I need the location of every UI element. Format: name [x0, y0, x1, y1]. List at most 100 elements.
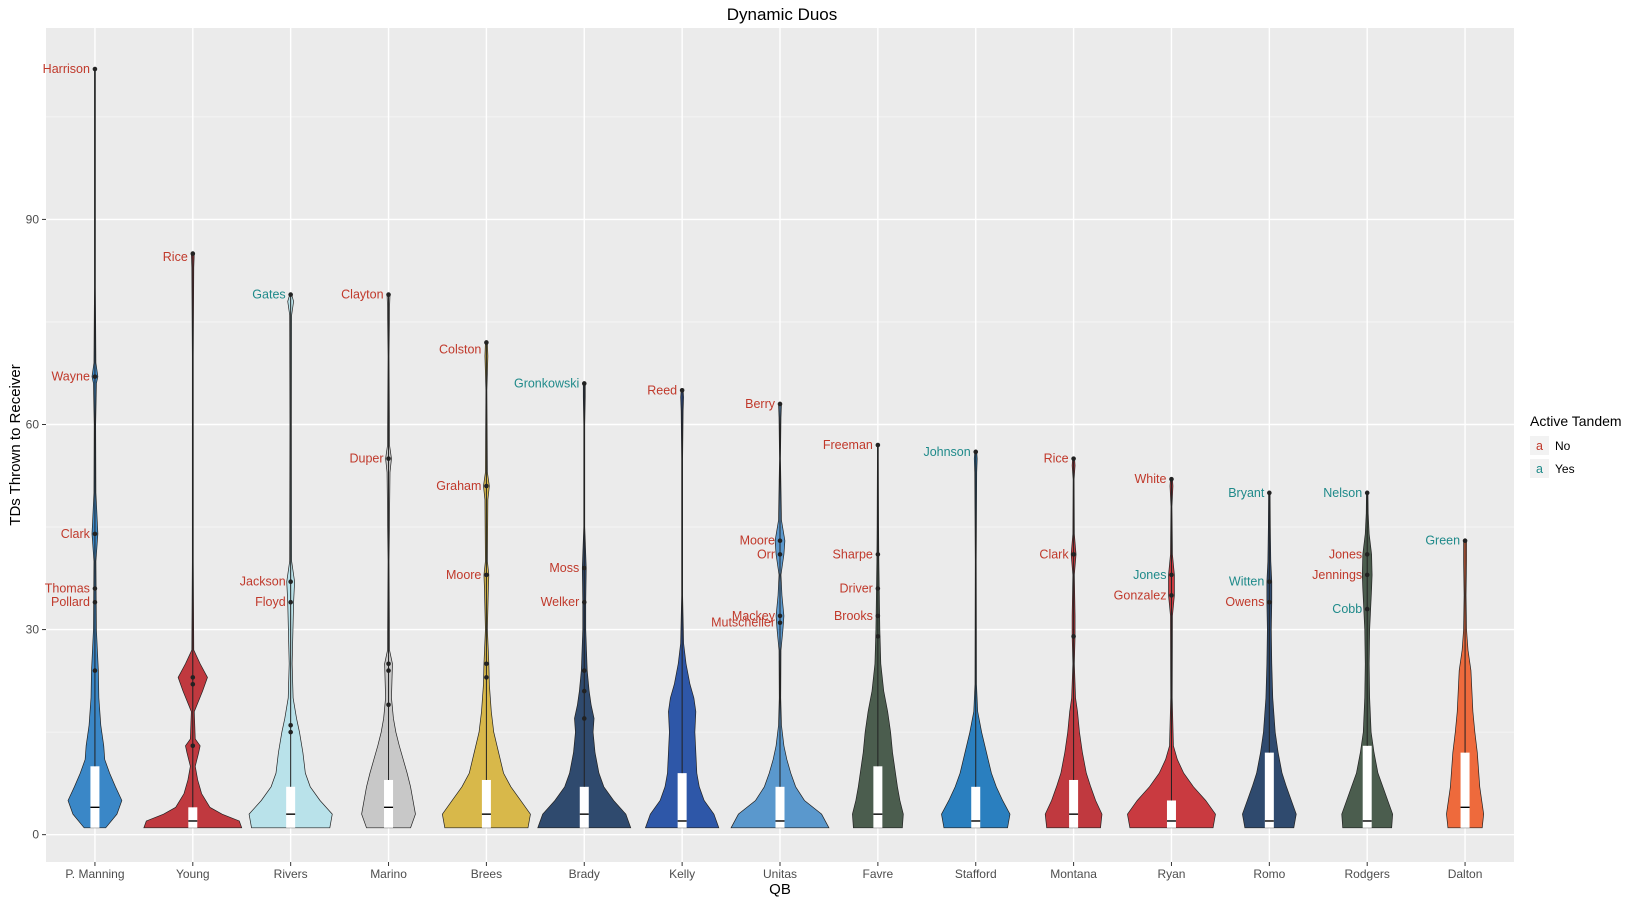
outlier-point	[1071, 634, 1076, 639]
iqr-box	[1166, 800, 1176, 828]
outlier-point	[777, 552, 783, 557]
outlier-point	[581, 565, 587, 571]
outlier-point	[484, 483, 489, 489]
violin-romo	[1242, 490, 1297, 829]
violin-montana	[1044, 456, 1103, 829]
receiver-label: Gronkowski	[514, 376, 579, 390]
outlier-point	[92, 531, 98, 537]
outlier-point	[288, 579, 293, 585]
receiver-label: Jackson	[240, 575, 286, 589]
outlier-point	[581, 668, 587, 673]
receiver-label: Wayne	[51, 370, 89, 384]
x-tick-label: P. Manning	[65, 867, 124, 881]
outlier-point	[1267, 490, 1272, 496]
iqr-box	[90, 766, 100, 828]
outlier-point	[484, 675, 489, 680]
receiver-label: Mutscheller	[711, 616, 775, 630]
iqr-box	[971, 786, 981, 828]
legend-title: Active Tandem	[1530, 413, 1622, 429]
receiver-label: Johnson	[923, 445, 970, 459]
receiver-label: Clark	[1039, 547, 1069, 561]
legend-label: Yes	[1555, 462, 1575, 476]
receiver-label: Jones	[1329, 547, 1362, 561]
outlier-point	[1169, 476, 1174, 482]
outlier-point	[1364, 552, 1370, 557]
outlier-point	[1364, 606, 1370, 612]
receiver-label: Colston	[439, 342, 481, 356]
outlier-point	[777, 613, 783, 619]
receiver-label: Berry	[745, 397, 776, 411]
x-axis-label: QB	[769, 881, 791, 898]
violins	[67, 66, 1485, 829]
legend-key-glyph: a	[1536, 439, 1543, 453]
x-tick-label: Marino	[370, 867, 407, 881]
violin-ryan	[1127, 476, 1216, 829]
outlier-point	[386, 661, 391, 667]
outlier-point	[190, 743, 196, 749]
outlier-point	[92, 599, 98, 605]
legend-key	[1530, 436, 1549, 455]
receiver-label: Duper	[349, 452, 383, 466]
outlier-point	[386, 292, 391, 297]
violin-unitas	[730, 401, 830, 829]
receiver-label: Clark	[61, 527, 91, 541]
x-tick-label: Montana	[1050, 867, 1097, 881]
x-tick-label: Dalton	[1448, 867, 1483, 881]
outlier-point	[92, 374, 98, 379]
outlier-point	[288, 729, 293, 735]
receiver-label: Brooks	[834, 609, 873, 623]
outlier-point	[288, 722, 293, 728]
legend-key	[1530, 459, 1549, 478]
outlier-point	[1364, 490, 1370, 496]
outlier-point	[581, 599, 587, 605]
legend-key-glyph: a	[1536, 462, 1543, 476]
receiver-label: Witten	[1229, 575, 1264, 589]
outlier-point	[973, 449, 979, 455]
outlier-point	[92, 586, 98, 591]
x-axis-ticks: P. Manning Young Rivers Marino Brees Brady Kel…	[65, 862, 1482, 881]
outlier-point	[288, 599, 293, 605]
outlier-point	[875, 613, 881, 619]
y-axis-label: TDs Thrown to Receiver	[7, 364, 24, 525]
iqr-box	[579, 786, 589, 828]
x-tick-label: Favre	[863, 867, 894, 881]
x-tick-label: Unitas	[763, 867, 797, 881]
outlier-point	[581, 716, 587, 721]
y-tick-label: 0	[32, 828, 39, 842]
outlier-point	[484, 572, 489, 578]
receiver-label: Welker	[541, 595, 580, 609]
receiver-label: Green	[1425, 534, 1460, 548]
receiver-label: Gonzalez	[1114, 588, 1167, 602]
receiver-label: Moss	[549, 561, 579, 575]
x-tick-label: Kelly	[669, 867, 695, 881]
x-tick-label: Ryan	[1157, 867, 1185, 881]
violin-rodgers	[1341, 490, 1394, 829]
outlier-point	[92, 668, 98, 673]
x-tick-label: Brady	[569, 867, 600, 881]
y-tick-label: 30	[26, 623, 40, 637]
outlier-point	[190, 681, 196, 687]
y-axis-ticks: 0 30 60 90	[26, 212, 46, 842]
outlier-point	[1267, 599, 1272, 605]
x-tick-label: Stafford	[955, 867, 997, 881]
receiver-label: Rice	[1044, 452, 1069, 466]
legend-label: No	[1555, 439, 1571, 453]
receiver-label: Moore	[740, 534, 775, 548]
chart-title: Dynamic Duos	[727, 5, 838, 24]
outlier-point	[1071, 552, 1076, 557]
x-tick-label: Young	[176, 867, 210, 881]
outlier-point	[1364, 572, 1370, 578]
outlier-point	[1169, 593, 1174, 598]
outlier-point	[484, 340, 489, 345]
receiver-label: Clayton	[341, 288, 383, 302]
receiver-label: Mackey	[732, 609, 776, 623]
iqr-box	[1460, 752, 1470, 828]
outlier-point	[875, 586, 881, 591]
violin-favre	[852, 442, 904, 829]
violin-stafford	[941, 449, 1011, 829]
receiver-label: Owens	[1225, 595, 1264, 609]
outlier-point	[1267, 579, 1272, 585]
violin-marino	[361, 292, 416, 829]
violin-p-manning	[67, 66, 123, 829]
